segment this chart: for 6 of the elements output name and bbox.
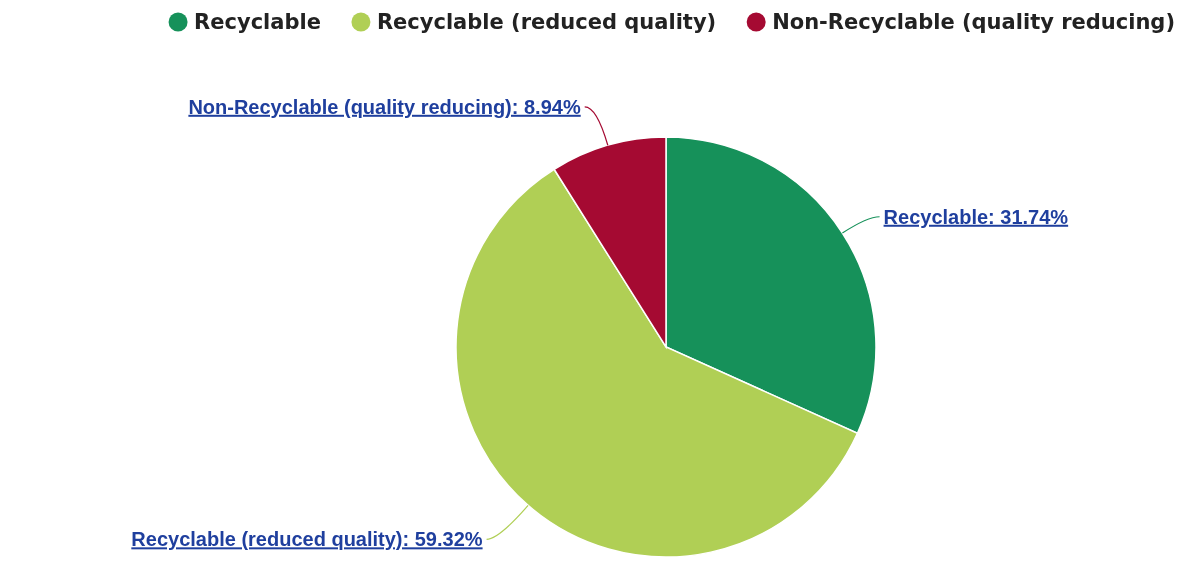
data-label: Non-Recyclable (quality reducing): 8.94% — [188, 95, 581, 118]
legend-label: Recyclable — [194, 10, 321, 34]
legend-label: Non-Recyclable (quality reducing) — [772, 10, 1175, 34]
data-label: Recyclable: 31.74% — [883, 205, 1069, 228]
legend-label: Recyclable (reduced quality) — [376, 10, 717, 34]
data-label: Recyclable (reduced quality): 59.32% — [131, 528, 483, 551]
